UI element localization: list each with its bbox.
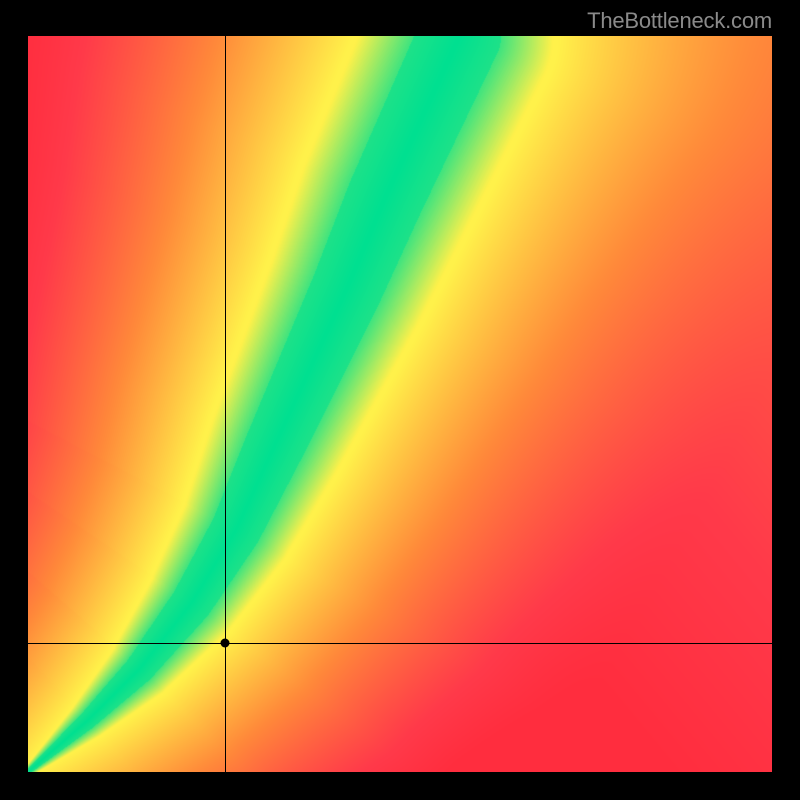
heatmap-canvas [28,36,772,772]
chart-frame: TheBottleneck.com [0,0,800,800]
heatmap-plot-area [28,36,772,772]
crosshair-vertical-line [225,36,226,772]
crosshair-horizontal-line [28,643,772,644]
watermark-text: TheBottleneck.com [587,8,772,34]
crosshair-marker-dot [221,639,230,648]
